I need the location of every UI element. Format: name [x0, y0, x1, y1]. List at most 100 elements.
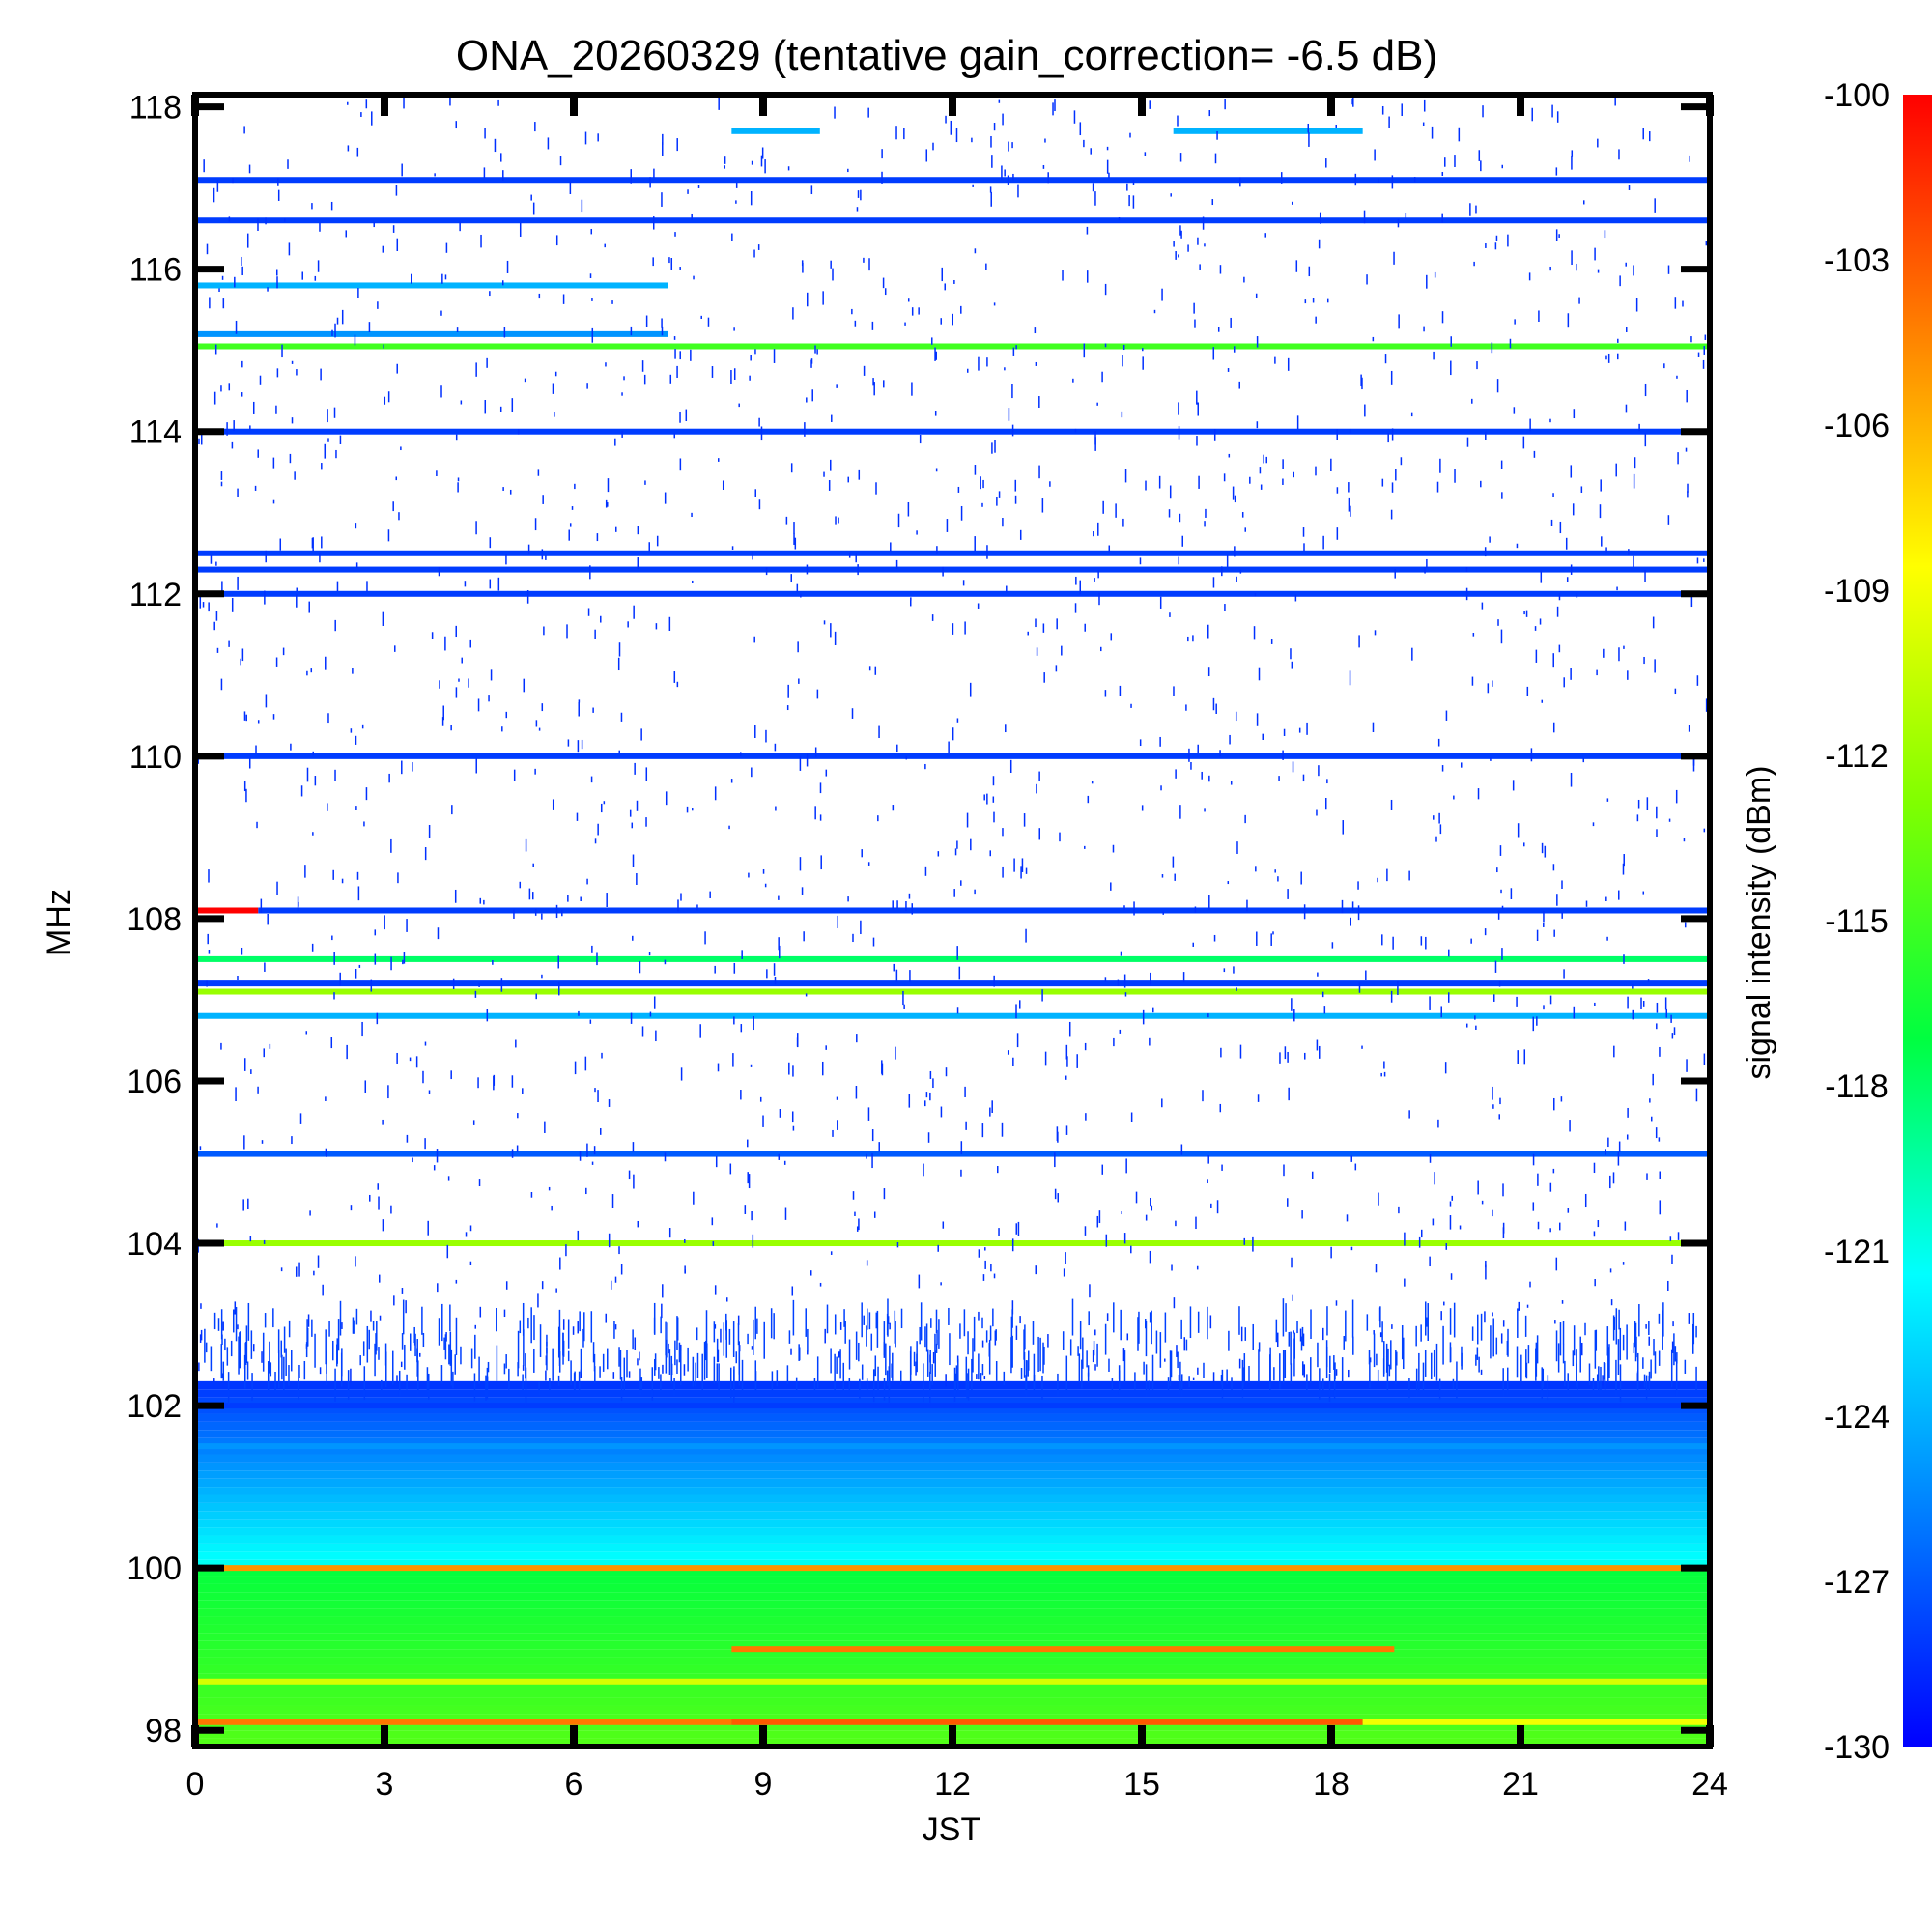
speckle: [1096, 402, 1098, 406]
speckle: [1194, 319, 1196, 328]
speckle: [1465, 567, 1468, 572]
speckle: [786, 705, 789, 711]
speckle: [369, 1194, 371, 1202]
speckle: [1566, 577, 1569, 582]
speckle: [977, 603, 980, 609]
speckle: [1220, 1375, 1223, 1385]
speckle: [732, 1053, 734, 1067]
speckle: [883, 1321, 886, 1358]
speckle: [458, 678, 460, 682]
speckle: [1440, 1311, 1442, 1321]
speckle: [1475, 1354, 1477, 1366]
speckle: [652, 216, 655, 230]
speckle: [836, 384, 838, 388]
speckle: [623, 376, 625, 381]
speckle: [733, 1016, 735, 1025]
speckle: [392, 501, 394, 512]
speckle: [639, 1351, 640, 1361]
speckle: [733, 1369, 735, 1405]
speckle: [473, 1373, 476, 1402]
speckle: [1397, 219, 1400, 228]
speckle: [1322, 1378, 1324, 1390]
speckle: [994, 1330, 997, 1346]
speckle: [1570, 564, 1573, 575]
speckle: [821, 1061, 824, 1076]
speckle: [307, 1314, 310, 1327]
speckle: [796, 1033, 799, 1048]
speckle: [497, 99, 499, 106]
speckle: [291, 1136, 293, 1145]
speckle: [1223, 473, 1226, 482]
speckle: [406, 1374, 408, 1390]
colorbar: [1903, 95, 1932, 1747]
speckle: [1410, 412, 1413, 417]
speckle: [1450, 360, 1452, 376]
speckle: [1558, 593, 1561, 601]
speckle: [1480, 1313, 1483, 1341]
speckle: [1012, 1057, 1014, 1067]
speckle: [276, 881, 278, 895]
speckle: [590, 776, 593, 783]
speckle: [1113, 1302, 1115, 1333]
speckle: [964, 1086, 966, 1097]
speckle: [875, 482, 877, 495]
speckle: [1360, 374, 1362, 387]
speckle: [511, 398, 514, 412]
speckle: [741, 950, 743, 959]
speckle: [1188, 1376, 1190, 1388]
speckle: [450, 1349, 453, 1386]
speckle: [252, 1344, 255, 1352]
speckle: [1037, 1336, 1039, 1372]
speckle: [1623, 954, 1625, 964]
speckle: [909, 600, 912, 607]
speckle: [1093, 1341, 1095, 1356]
speckle: [1117, 979, 1120, 986]
speckle: [1118, 217, 1121, 221]
speckle: [374, 953, 377, 965]
speckle: [804, 422, 806, 437]
speckle: [437, 1283, 439, 1293]
noise-floor-row: [195, 1543, 1710, 1552]
speckle: [296, 369, 298, 376]
speckle: [321, 463, 323, 470]
speckle: [1578, 297, 1580, 304]
speckle: [773, 349, 776, 363]
speckle: [1501, 905, 1504, 910]
speckle: [269, 1043, 271, 1049]
speckle: [1423, 99, 1426, 112]
speckle: [340, 1352, 343, 1387]
noise-floor-row: [195, 1649, 1710, 1658]
speckle: [1307, 123, 1310, 133]
speckle: [305, 1031, 308, 1035]
band-trace: [195, 1678, 1710, 1685]
speckle: [439, 680, 440, 689]
speckle: [579, 1311, 581, 1332]
speckle: [530, 194, 532, 201]
speckle: [559, 156, 562, 166]
speckle: [1188, 748, 1190, 762]
speckle: [1423, 326, 1425, 332]
speckle: [856, 1034, 858, 1043]
speckle: [524, 378, 526, 383]
speckle: [1614, 93, 1616, 106]
speckle: [287, 159, 289, 169]
speckle: [241, 392, 243, 397]
speckle: [336, 317, 339, 325]
speckle: [1235, 711, 1237, 722]
speckle: [1627, 996, 1629, 1009]
speckle: [991, 1100, 993, 1114]
speckle: [224, 1338, 226, 1351]
speckle: [993, 302, 996, 306]
speckle: [263, 1239, 266, 1244]
speckle: [673, 433, 676, 439]
speckle: [988, 1339, 991, 1375]
speckle: [860, 920, 862, 935]
speckle: [606, 893, 608, 907]
speckle: [546, 1347, 548, 1371]
speckle: [720, 1328, 722, 1343]
speckle: [393, 1295, 395, 1306]
speckle: [597, 133, 599, 142]
speckle: [1061, 645, 1063, 656]
speckle: [929, 1371, 931, 1404]
speckle: [761, 147, 764, 159]
